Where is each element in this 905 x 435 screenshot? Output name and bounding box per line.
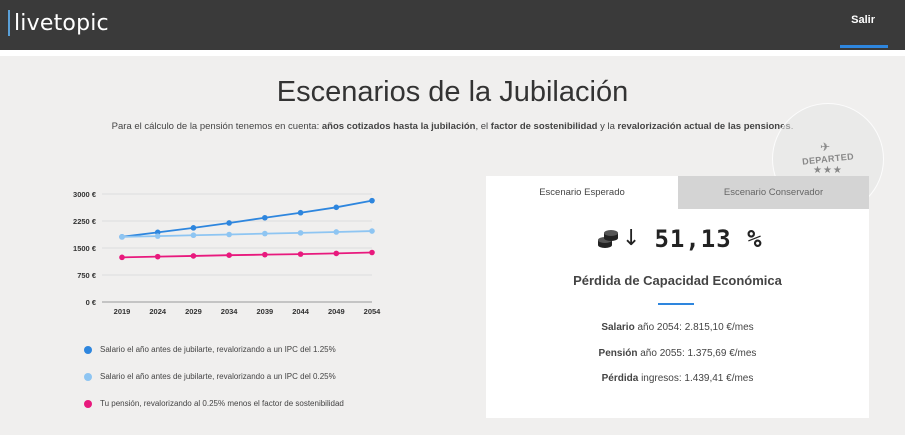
legend-item: Salario el año antes de jubilarte, reval… (84, 343, 344, 356)
series-0-point (262, 214, 268, 221)
x-tick-label: 2044 (292, 307, 310, 316)
series-1-point (154, 233, 161, 239)
x-tick-label: 2029 (185, 307, 202, 316)
detail-pension: Pensión año 2055: 1.375,69 €/mes (486, 348, 869, 359)
tab-escenario-conservador[interactable]: Escenario Conservador (678, 176, 869, 209)
x-tick-label: 2049 (328, 307, 345, 316)
detail-salary: Salario año 2054: 2.815,10 €/mes (486, 322, 869, 333)
legend-dot (84, 399, 92, 408)
logo-text: livetopic (14, 10, 109, 36)
series-0-point (190, 225, 197, 231)
series-2-point (262, 251, 268, 258)
series-line-1 (121, 230, 373, 238)
detail-salary-label: Salario (601, 322, 635, 333)
series-2-point (226, 252, 232, 258)
series-0-point (369, 197, 375, 204)
y-tick-label: 750 € (77, 271, 97, 280)
series-0-point (333, 204, 340, 211)
logout-active-underline (840, 45, 888, 48)
legend-dot (84, 372, 92, 381)
legend-item: Tu pensión, revalorizando al 0.25% menos… (84, 397, 344, 410)
metric-divider (658, 303, 694, 305)
scenario-card: Escenario Esperado Escenario Conservador (486, 176, 869, 418)
series-2-point (154, 253, 161, 260)
series-2-point (333, 250, 340, 257)
series-line-0 (121, 199, 373, 238)
subtitle-mid-1: , el (475, 121, 491, 132)
y-tick-label: 3000 € (73, 190, 97, 199)
scenario-tabs: Escenario Esperado Escenario Conservador (486, 176, 869, 209)
series-1-point (262, 230, 268, 237)
page-subtitle: Para el cálculo de la pensión tenemos en… (0, 121, 905, 132)
chart-legend: Salario el año antes de jubilarte, reval… (84, 343, 344, 424)
series-1-point (333, 229, 340, 235)
loss-percentage: 51,13 % (654, 225, 763, 253)
tab-escenario-esperado[interactable]: Escenario Esperado (486, 176, 678, 209)
plane-icon: ✈ (820, 140, 831, 154)
coins-icon (598, 230, 618, 248)
series-1-point (119, 234, 125, 240)
detail-loss-value: ingresos: 1.439,41 €/mes (638, 373, 754, 384)
logout-link[interactable]: Salir (851, 14, 875, 26)
logo-bar (8, 10, 10, 36)
y-tick-label: 1500 € (73, 244, 97, 253)
series-line-2 (121, 251, 373, 259)
legend-item: Salario el año antes de jubilarte, reval… (84, 370, 344, 383)
x-tick-label: 2034 (221, 307, 239, 316)
x-tick-label: 2024 (149, 307, 167, 316)
logo[interactable]: livetopic (8, 9, 109, 37)
series-1-point (369, 228, 375, 234)
metric-label: Pérdida de Capacidad Económica (573, 273, 782, 288)
legend-label: Salario el año antes de jubilarte, reval… (100, 372, 336, 381)
subtitle-bold-factor: factor de sostenibilidad (490, 121, 598, 132)
series-0-point (226, 220, 232, 226)
detail-loss: Pérdida ingresos: 1.439,41 €/mes (486, 373, 869, 384)
detail-loss-label: Pérdida (601, 373, 639, 384)
detail-salary-value: año 2054: 2.815,10 €/mes (634, 322, 754, 333)
legend-label: Tu pensión, revalorizando al 0.25% menos… (100, 399, 344, 408)
series-0-point (297, 209, 304, 216)
subtitle-bold-revalorization: revalorización actual de las pensiones (617, 121, 791, 132)
retirement-line-chart: 0 € 750 € 1500 € 2250 € 3000 € 2019 2024 2029 20… (73, 190, 382, 316)
x-tick-label: 2039 (257, 307, 274, 316)
y-tick-label: 0 € (86, 298, 97, 307)
detail-pension-value: año 2055: 1.375,69 €/mes (637, 348, 757, 359)
x-tick-label: 2054 (364, 307, 382, 316)
page-title: Escenarios de la Jubilación (276, 76, 629, 108)
loss-metric: ↓ 51,13 % (597, 225, 763, 253)
top-navbar: livetopic Salir (0, 0, 905, 50)
series-1-point (190, 232, 197, 239)
subtitle-bold-years: años cotizados hasta la jubilación (321, 121, 476, 132)
x-tick-label: 2019 (114, 307, 131, 316)
series-2-point (119, 254, 125, 261)
arrow-down-icon: ↓ (622, 226, 641, 251)
legend-label: Salario el año antes de jubilarte, reval… (100, 345, 336, 354)
series-1-point (297, 230, 304, 236)
stamp-stars: ★★★ (813, 165, 843, 176)
series-2-point (190, 253, 197, 259)
detail-pension-label: Pensión (598, 348, 638, 359)
header-strip (0, 50, 905, 56)
series-1-point (226, 231, 232, 238)
subtitle-mid-2: y la (597, 121, 618, 132)
legend-dot (84, 345, 92, 354)
series-2-point (369, 249, 375, 256)
subtitle-prefix: Para el cálculo de la pensión tenemos en… (111, 121, 322, 132)
series-2-point (297, 251, 304, 257)
y-tick-label: 2250 € (73, 217, 97, 226)
